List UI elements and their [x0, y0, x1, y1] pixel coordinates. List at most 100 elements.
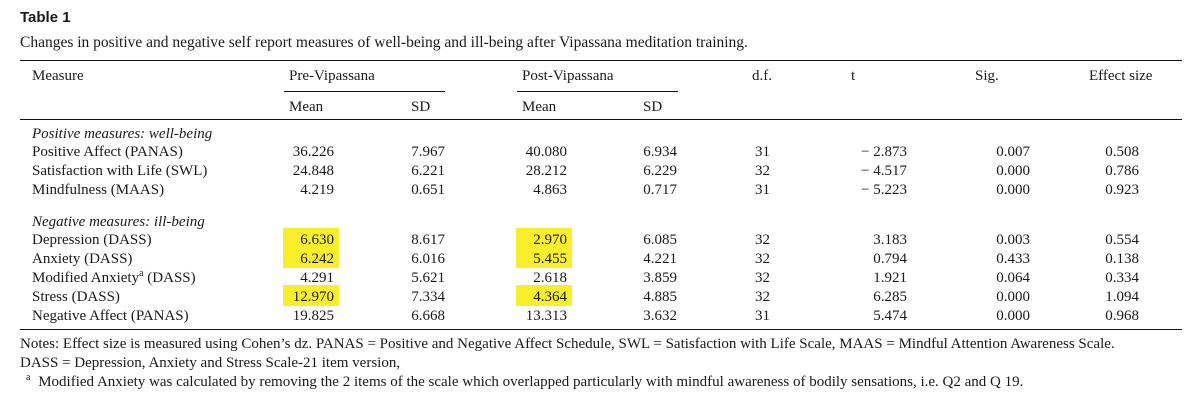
cell-df: 32	[755, 232, 770, 248]
cell-sig: 0.064	[996, 270, 1030, 286]
cell-t: 1.921	[873, 270, 907, 286]
pre-group-rule	[284, 91, 445, 92]
table-title: Table 1	[20, 9, 71, 26]
measure-name: Negative Affect (PANAS)	[32, 307, 189, 325]
cell-pre-sd: 7.967	[411, 144, 445, 160]
measure-name: Mindfulness (MAAS)	[32, 181, 164, 199]
bottom-rule	[20, 329, 1182, 330]
cell-pre-sd: 7.334	[411, 289, 445, 305]
cell-post-sd: 3.632	[643, 308, 677, 324]
cell-effect: 0.554	[1105, 232, 1139, 248]
measure-label: Mindfulness (MAAS)	[32, 182, 165, 198]
table-notes-continued: DASS = Depression, Anxiety and Stress Sc…	[20, 355, 401, 371]
post-group-rule	[517, 91, 678, 92]
cell-post-sd: 6.085	[643, 232, 677, 248]
table-notes: Notes: Effect size is measured using Coh…	[20, 336, 1115, 352]
cell-df: 32	[755, 270, 770, 286]
top-rule	[20, 60, 1182, 61]
cell-df: 31	[755, 182, 770, 198]
measure-label: Satisfaction with Life (SWL)	[32, 163, 208, 179]
cell-sig: 0.000	[996, 163, 1030, 179]
cell-effect: 0.138	[1105, 251, 1139, 267]
measure-name: Depression (DASS)	[32, 231, 152, 249]
cell-sig: 0.433	[996, 251, 1030, 267]
cell-post-mean: 2.970	[533, 232, 567, 248]
cell-post-mean: 13.313	[525, 308, 567, 324]
cell-t: 3.183	[873, 232, 907, 248]
cell-effect: 0.968	[1105, 308, 1139, 324]
header-rule	[20, 119, 1182, 120]
cell-pre-mean: 12.970	[292, 289, 334, 305]
measure-name: Positive Affect (PANAS)	[32, 143, 183, 161]
header-pre-mean: Mean	[289, 99, 324, 115]
cell-pre-mean: 6.242	[300, 251, 334, 267]
cell-df: 32	[755, 251, 770, 267]
table-footnote: a Modified Anxiety was calculated by rem…	[26, 372, 1024, 391]
cell-pre-mean: 36.226	[292, 144, 334, 160]
cell-sig: 0.000	[996, 182, 1030, 198]
header-sig: Sig.	[975, 68, 999, 84]
cell-pre-mean: 19.825	[292, 308, 334, 324]
measure-label: Negative Affect (PANAS)	[32, 308, 189, 324]
cell-t: 0.794	[873, 251, 907, 267]
cell-post-sd: 4.885	[643, 289, 677, 305]
cell-post-sd: 6.229	[643, 163, 677, 179]
cell-df: 32	[755, 163, 770, 179]
table-caption: Changes in positive and negative self re…	[20, 34, 748, 51]
cell-t: 6.285	[873, 289, 907, 305]
measure-name: Modified Anxietya (DASS)	[32, 269, 196, 287]
cell-post-mean: 40.080	[525, 144, 567, 160]
cell-sig: 0.000	[996, 289, 1030, 305]
cell-pre-sd: 6.016	[411, 251, 445, 267]
cell-pre-mean: 4.291	[300, 270, 334, 286]
measure-name: Stress (DASS)	[32, 288, 120, 306]
cell-pre-mean: 4.219	[300, 182, 334, 198]
cell-effect: 0.508	[1105, 144, 1139, 160]
header-effect-size: Effect size	[1089, 68, 1153, 84]
highlight-marker	[516, 228, 572, 249]
cell-post-sd: 4.221	[643, 251, 677, 267]
header-pre-vipassana: Pre-Vipassana	[289, 68, 375, 84]
section-label: Positive measures: well-being	[32, 126, 213, 142]
header-post-mean: Mean	[522, 99, 557, 115]
cell-effect: 0.334	[1105, 270, 1139, 286]
cell-pre-mean: 6.630	[300, 232, 334, 248]
header-measure: Measure	[32, 68, 84, 84]
measure-label: Stress (DASS)	[32, 289, 120, 305]
cell-post-sd: 6.934	[643, 144, 677, 160]
cell-pre-mean: 24.848	[292, 163, 334, 179]
cell-df: 31	[755, 144, 770, 160]
cell-post-mean: 5.455	[533, 251, 567, 267]
header-post-sd: SD	[643, 99, 663, 115]
header-pre-sd: SD	[411, 99, 431, 115]
cell-pre-sd: 6.221	[411, 163, 445, 179]
cell-df: 32	[755, 289, 770, 305]
header-t: t	[851, 68, 856, 84]
cell-post-mean: 28.212	[525, 163, 567, 179]
cell-post-mean: 2.618	[533, 270, 567, 286]
cell-pre-sd: 0.651	[411, 182, 445, 198]
cell-sig: 0.000	[996, 308, 1030, 324]
highlight-marker	[516, 247, 572, 268]
footnote-text: Modified Anxiety was calculated by remov…	[38, 374, 1024, 390]
highlight-marker	[283, 285, 339, 306]
cell-t: − 5.223	[861, 182, 907, 198]
measure-label: Modified Anxiety	[32, 270, 140, 286]
measure-name: Anxiety (DASS)	[32, 250, 132, 268]
footnote-mark: a	[26, 372, 31, 383]
measure-suffix: (DASS)	[143, 270, 196, 286]
cell-effect: 0.923	[1105, 182, 1139, 198]
measure-label: Anxiety (DASS)	[32, 251, 133, 267]
cell-sig: 0.007	[996, 144, 1030, 160]
footnote-marker: a	[139, 268, 144, 279]
cell-pre-sd: 6.668	[411, 308, 445, 324]
cell-post-sd: 0.717	[643, 182, 677, 198]
cell-pre-sd: 8.617	[411, 232, 445, 248]
highlight-marker	[283, 228, 339, 249]
cell-post-sd: 3.859	[643, 270, 677, 286]
cell-pre-sd: 5.621	[411, 270, 445, 286]
cell-t: 5.474	[873, 308, 907, 324]
highlight-marker	[283, 247, 339, 268]
cell-t: − 4.517	[861, 163, 907, 179]
highlight-marker	[516, 285, 572, 306]
